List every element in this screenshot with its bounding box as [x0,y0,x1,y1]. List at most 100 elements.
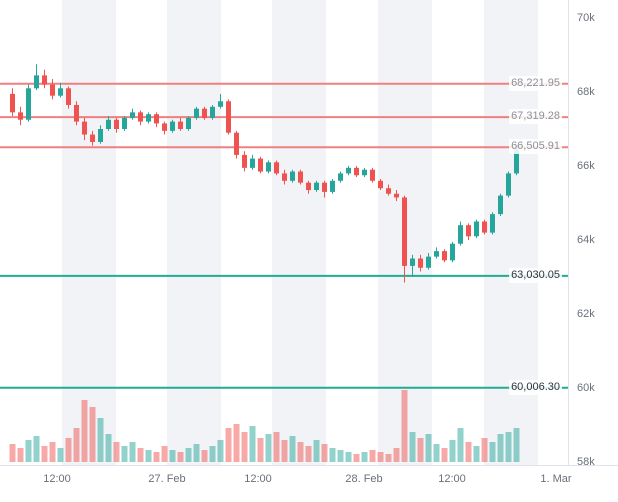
volume-bar [369,450,376,462]
volume-bar [129,442,136,462]
candle-body [98,129,103,142]
volume-bar [329,448,336,462]
volume-bar [185,448,192,462]
candle-body [434,251,439,257]
candle-body [170,121,175,131]
candle-body [378,180,383,189]
candle-body [178,121,183,129]
candle-body [466,225,471,237]
candle-body [362,169,367,176]
candle-body [18,112,23,120]
time-axis[interactable]: 12:00 27. Feb 12:00 28. Feb 12:00 1. Mar [0,465,618,502]
candle-body [50,84,55,96]
volume-bar [9,444,16,462]
candle-body [90,134,95,142]
candle-body [146,114,151,122]
candle-body [34,75,39,89]
volume-bar [249,426,256,462]
volume-bar [137,448,144,462]
price-axis[interactable]: 70k 68k 66k 64k 62k 60k 58k [568,0,618,468]
volume-bar [257,438,264,462]
chart-plot-area[interactable]: 68,221.95 67,319.28 66,505.91 63,030.05 60,0… [0,0,568,465]
volume-bar [465,442,472,462]
candle-body [498,195,503,215]
volume-bar [265,434,272,462]
volume-bar [81,400,88,462]
volume-bar [161,446,168,462]
candle-body [514,149,519,174]
candle-body [482,221,487,233]
volume-bar [105,434,112,462]
candle-body [394,193,399,198]
candle-body [250,158,255,168]
volume-bar [281,440,288,462]
volume-bar [17,448,24,462]
volume-bar [209,446,216,462]
volume-bar [233,424,240,462]
candle-body [274,162,279,174]
candle-body [266,162,271,172]
candle-body [258,158,263,172]
candle-body [442,251,447,261]
candle-body [42,75,47,85]
price-axis-label: 68k [577,86,595,98]
volume-bar [289,436,296,462]
volume-bar [201,450,208,462]
price-axis-label: 62k [577,308,595,320]
candle-body [306,182,311,191]
volume-bar [193,444,200,462]
candle-body [418,258,423,268]
volume-bar [145,450,152,462]
volume-bar [49,442,56,462]
candle-body [330,180,335,192]
volume-bar [393,448,400,462]
candle-body [138,112,143,122]
price-axis-label: 60k [577,382,595,394]
time-axis-label: 12:00 [244,473,272,485]
volume-bar [177,452,184,462]
candle-body [218,101,223,107]
candle-body [474,221,479,237]
time-axis-label: 1. Mar [540,473,572,485]
volume-bar [409,432,416,462]
volume-bar [41,446,48,462]
candle-body [346,167,351,174]
candle-body [450,243,455,261]
volume-bar [225,428,232,462]
candle-body [338,173,343,181]
volume-bar [313,440,320,462]
candle-body [410,258,415,266]
candle-body [426,256,431,268]
time-axis-label: 12:00 [438,473,466,485]
volume-bar [33,436,40,462]
time-axis-label: 28. Feb [345,473,383,485]
volume-bar [217,440,224,462]
candle-body [490,214,495,233]
candlestick-chart-canvas[interactable] [0,0,568,465]
volume-bar [89,407,96,462]
volume-bar [65,438,72,462]
volume-bar [449,440,456,462]
volume-bar [297,442,304,462]
candle-body [458,225,463,244]
volume-bar [433,444,440,462]
candle-body [298,171,303,183]
volume-bar [505,432,512,462]
time-axis-label: 27. Feb [148,473,186,485]
volume-bar [273,432,280,462]
candle-body [322,182,327,192]
candle-body [162,123,167,131]
volume-bar [385,454,392,462]
volume-bar [153,452,160,462]
volume-bar [481,438,488,462]
volume-bar [241,432,248,462]
candle-body [186,117,191,129]
volume-bar [25,440,32,462]
candle-body [106,119,111,129]
candle-body [10,93,15,113]
volume-bar [169,450,176,462]
candle-body [226,101,231,133]
volume-bar [473,446,480,462]
volume-bar [377,452,384,462]
candle-body [370,169,375,181]
